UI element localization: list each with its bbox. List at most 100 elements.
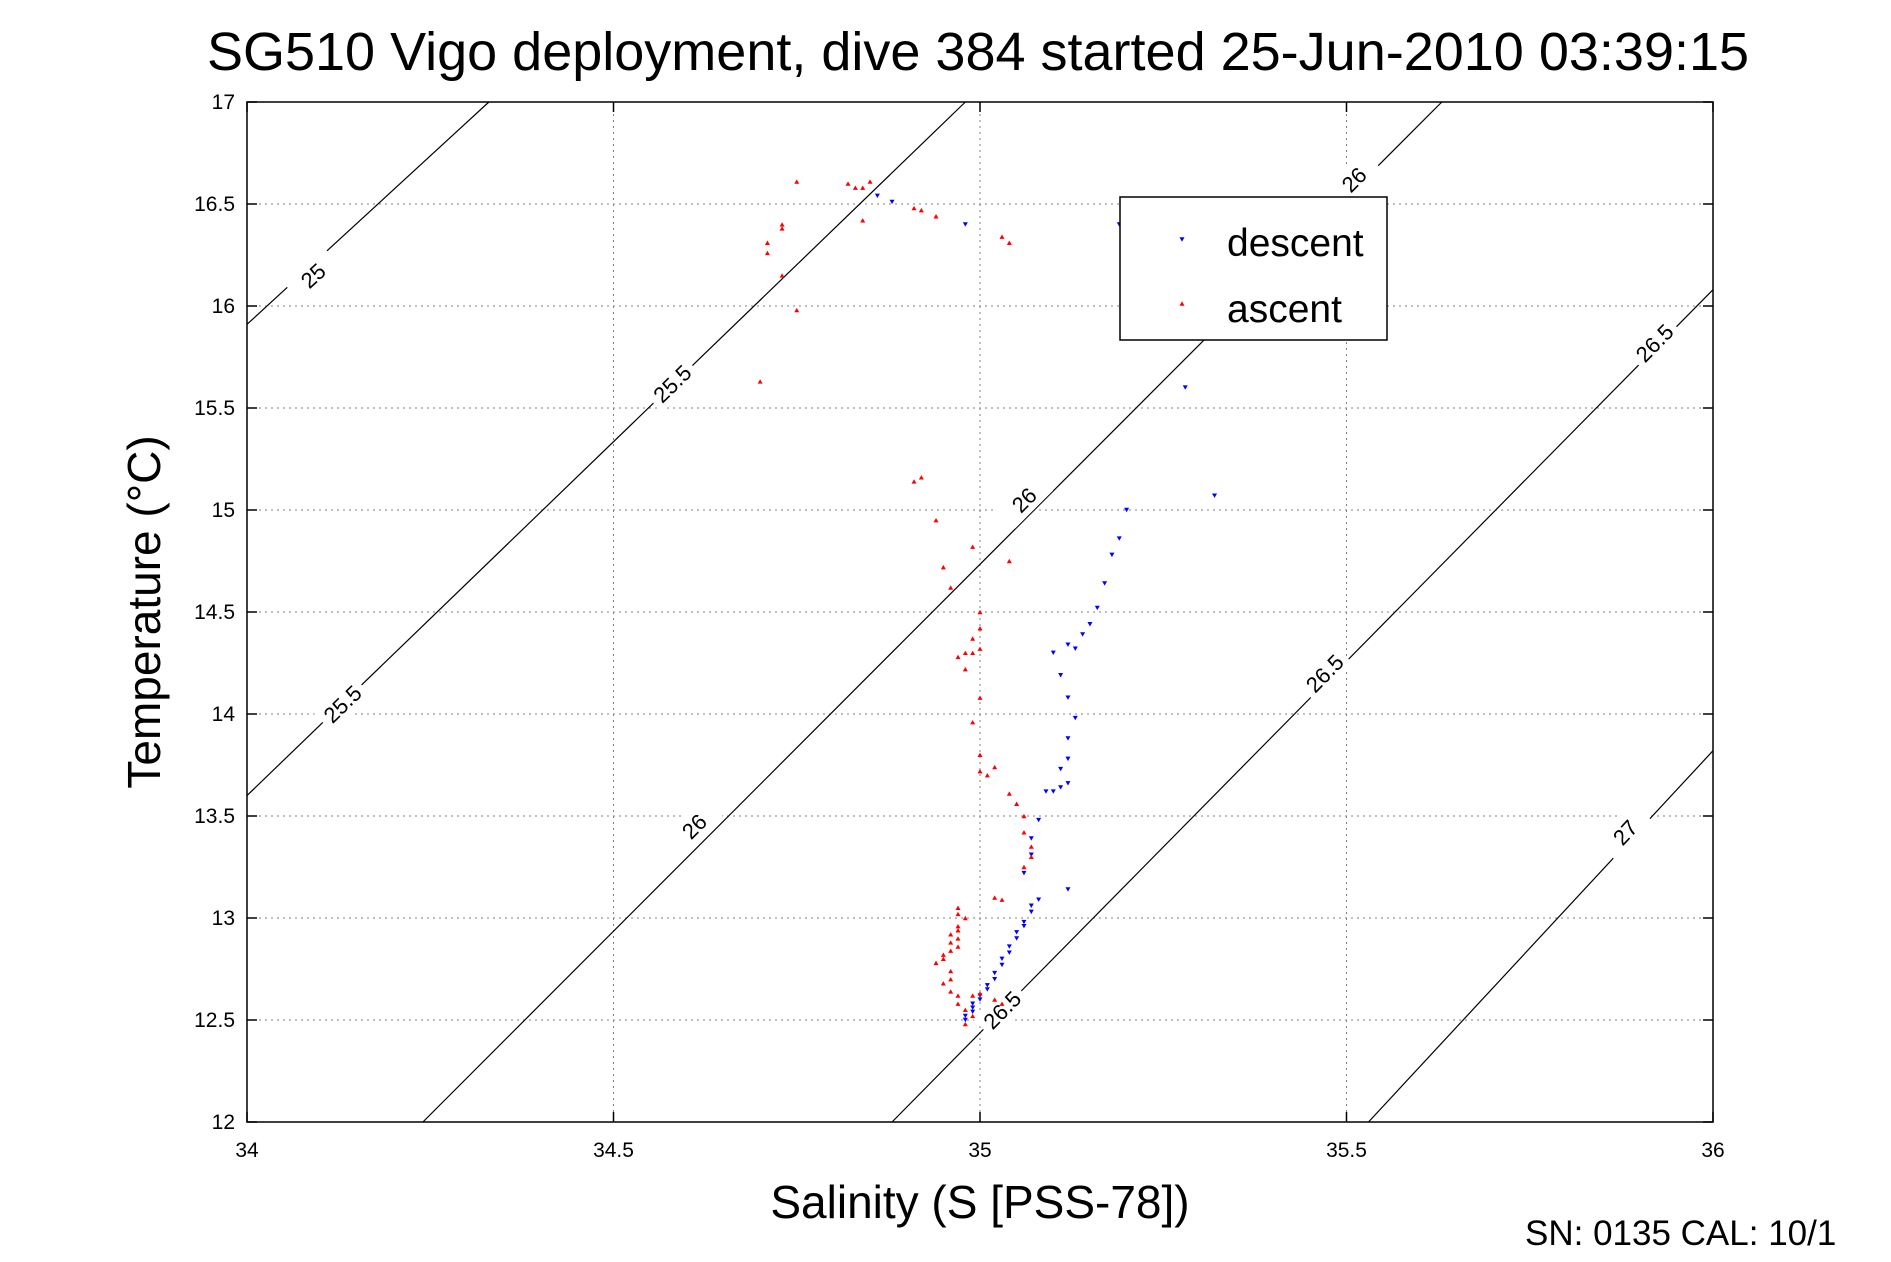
descent-point xyxy=(1058,766,1064,772)
descent-point xyxy=(992,970,998,976)
ascent-point xyxy=(940,981,946,986)
ascent-point xyxy=(1021,864,1027,870)
ascent-point xyxy=(757,379,763,384)
legend-ascent-label: ascent xyxy=(1227,288,1342,331)
descent-point xyxy=(1014,936,1020,941)
y-tick-label: 12 xyxy=(212,1111,235,1134)
x-tick-label: 36 xyxy=(1701,1139,1724,1162)
y-tick-label: 13.5 xyxy=(194,805,235,828)
ascent-point xyxy=(962,1021,968,1027)
descent-point xyxy=(1058,673,1064,678)
descent-point xyxy=(1014,930,1020,935)
descent-point xyxy=(1094,605,1100,611)
ascent-point xyxy=(1028,844,1034,849)
ascent-point xyxy=(948,585,954,590)
ascent-point xyxy=(977,752,983,757)
descent-point xyxy=(1182,385,1188,390)
ascent-point xyxy=(948,948,954,953)
x-tick-label: 34.5 xyxy=(593,1139,634,1162)
ascent-point xyxy=(955,654,961,660)
legend: descent ascent xyxy=(1119,196,1388,341)
contour-label-bg xyxy=(1324,150,1383,209)
descent-point xyxy=(1072,715,1078,721)
contour-label-bg xyxy=(642,354,702,413)
x-tick-label: 35 xyxy=(968,1139,991,1162)
descent-point xyxy=(1072,646,1078,651)
descent-point xyxy=(874,193,880,199)
descent-point xyxy=(1028,909,1034,915)
ascent-point xyxy=(852,185,858,190)
descent-point xyxy=(1065,756,1071,762)
descent-point xyxy=(1116,536,1122,541)
descent-point xyxy=(984,983,990,988)
y-tick-label: 15.5 xyxy=(194,397,235,420)
data-points xyxy=(757,179,1218,1027)
ascent-point xyxy=(977,626,983,631)
y-tick-label: 16 xyxy=(212,295,235,318)
descent-point xyxy=(1021,870,1027,876)
ascent-point xyxy=(918,207,924,213)
ascent-point xyxy=(860,218,866,223)
y-tick-label: 15 xyxy=(212,499,235,522)
ascent-point xyxy=(1006,558,1012,564)
ascent-point xyxy=(999,1001,1005,1006)
ascent-point xyxy=(962,915,968,921)
contour-label-bg xyxy=(973,980,1031,1039)
ascent-point xyxy=(955,993,961,998)
contour-label-bg xyxy=(665,797,724,856)
density-contour-line xyxy=(891,289,1714,1123)
descent-point xyxy=(999,956,1005,961)
ascent-point xyxy=(1006,791,1012,796)
ascent-point xyxy=(977,991,983,996)
ascent-point xyxy=(940,564,946,570)
contour-label-bg xyxy=(1625,313,1684,372)
ascent-point xyxy=(1021,830,1027,835)
ascent-point xyxy=(918,475,924,480)
descent-point xyxy=(992,977,998,982)
ascent-point xyxy=(962,1007,968,1012)
ascent-point xyxy=(962,666,968,672)
density-contour-line xyxy=(246,101,966,797)
contour-label-bg xyxy=(283,246,343,304)
ascent-point xyxy=(984,773,990,778)
contour-label-bg xyxy=(994,470,1053,529)
ascent-point xyxy=(948,932,954,937)
descent-point xyxy=(1021,923,1027,929)
legend-ascent-marker xyxy=(1179,301,1185,306)
descent-point xyxy=(999,962,1005,968)
x-axis-label: Salinity (S [PSS-78]) xyxy=(770,1176,1189,1228)
ascent-point xyxy=(779,273,785,278)
y-tick-label: 12.5 xyxy=(194,1009,235,1032)
ascent-point xyxy=(1006,240,1012,245)
ascent-point xyxy=(948,940,954,945)
legend-descent-label: descent xyxy=(1227,222,1364,265)
descent-point xyxy=(1021,919,1027,925)
ascent-point xyxy=(970,993,976,998)
descent-point xyxy=(1006,950,1012,955)
descent-point xyxy=(1065,781,1071,786)
ascent-point xyxy=(779,226,785,231)
descent-point xyxy=(1212,493,1218,498)
descent-point xyxy=(970,1009,976,1015)
ascent-point xyxy=(955,923,961,929)
ascent-point xyxy=(933,960,939,966)
descent-point xyxy=(1080,632,1086,637)
ascent-point xyxy=(999,897,1005,902)
y-tick-label: 16.5 xyxy=(194,193,235,216)
y-tick-label: 17 xyxy=(212,91,235,114)
ascent-point xyxy=(779,222,785,227)
ascent-point xyxy=(860,185,866,190)
chart-title: SG510 Vigo deployment, dive 384 started … xyxy=(207,22,1749,82)
ascent-point xyxy=(948,977,954,982)
ascent-point xyxy=(970,1013,976,1019)
descent-point xyxy=(1028,836,1034,841)
descent-point xyxy=(1065,642,1071,647)
x-tick-label: 35.5 xyxy=(1326,1139,1367,1162)
footer-text: SN: 0135 CAL: 10/1 xyxy=(1525,1214,1836,1253)
ascent-point xyxy=(962,650,968,655)
descent-point xyxy=(1087,622,1093,627)
ascent-point xyxy=(911,479,917,484)
ascent-point xyxy=(977,646,983,651)
